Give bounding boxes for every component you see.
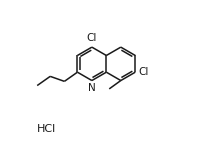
Text: HCl: HCl (36, 124, 56, 134)
Text: Cl: Cl (138, 67, 148, 77)
Text: N: N (88, 83, 95, 93)
Text: Cl: Cl (86, 33, 97, 43)
